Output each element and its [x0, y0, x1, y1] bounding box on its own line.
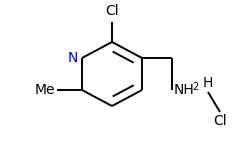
- Text: NH: NH: [173, 83, 194, 97]
- Text: Me: Me: [34, 83, 55, 97]
- Text: Cl: Cl: [105, 4, 118, 18]
- Text: N: N: [67, 51, 78, 65]
- Text: Cl: Cl: [212, 114, 226, 128]
- Text: 2: 2: [191, 82, 198, 92]
- Text: H: H: [202, 76, 212, 90]
